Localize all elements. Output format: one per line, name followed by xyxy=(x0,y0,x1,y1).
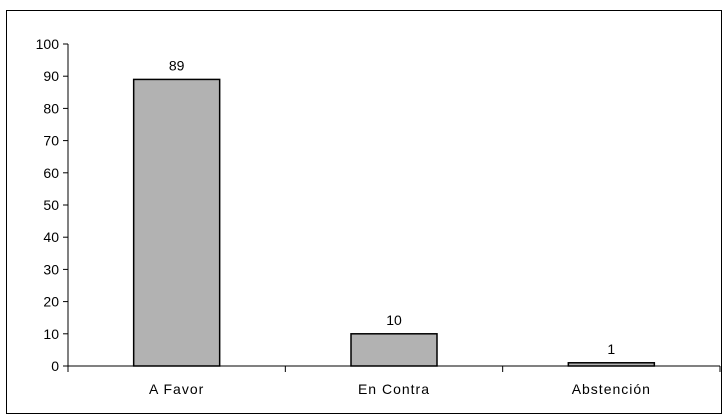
x-category-label: Abstención xyxy=(572,381,651,397)
y-tick-label: 90 xyxy=(43,68,59,84)
data-label: 1 xyxy=(607,341,615,357)
x-category-label: En Contra xyxy=(358,381,430,397)
y-tick-label: 80 xyxy=(43,100,59,116)
y-tick-label: 60 xyxy=(43,165,59,181)
y-tick-label: 40 xyxy=(43,229,59,245)
chart-frame: 0 10 20 30 40 50 60 70 80 90 100 89 10 1 A Favor En C… xyxy=(6,10,722,414)
bar-chart: 0 10 20 30 40 50 60 70 80 90 100 89 10 1 A Favor En C… xyxy=(7,11,721,413)
data-label: 10 xyxy=(386,312,402,328)
x-category-label: A Favor xyxy=(149,381,204,397)
y-tick-label: 50 xyxy=(43,197,59,213)
y-tick-label: 30 xyxy=(43,261,59,277)
bar xyxy=(351,334,437,366)
y-tick-label: 10 xyxy=(43,326,59,342)
y-tick-label: 70 xyxy=(43,133,59,149)
y-tick-label: 100 xyxy=(36,36,60,52)
bar xyxy=(568,363,654,366)
data-label: 89 xyxy=(169,57,185,73)
bar-series: 89 10 1 xyxy=(134,57,655,366)
y-tick-label: 0 xyxy=(51,358,59,374)
x-axis-labels: A Favor En Contra Abstención xyxy=(68,366,720,397)
bar xyxy=(134,79,220,366)
y-tick-label: 20 xyxy=(43,294,59,310)
y-axis-ticks: 0 10 20 30 40 50 60 70 80 90 100 xyxy=(36,36,68,374)
